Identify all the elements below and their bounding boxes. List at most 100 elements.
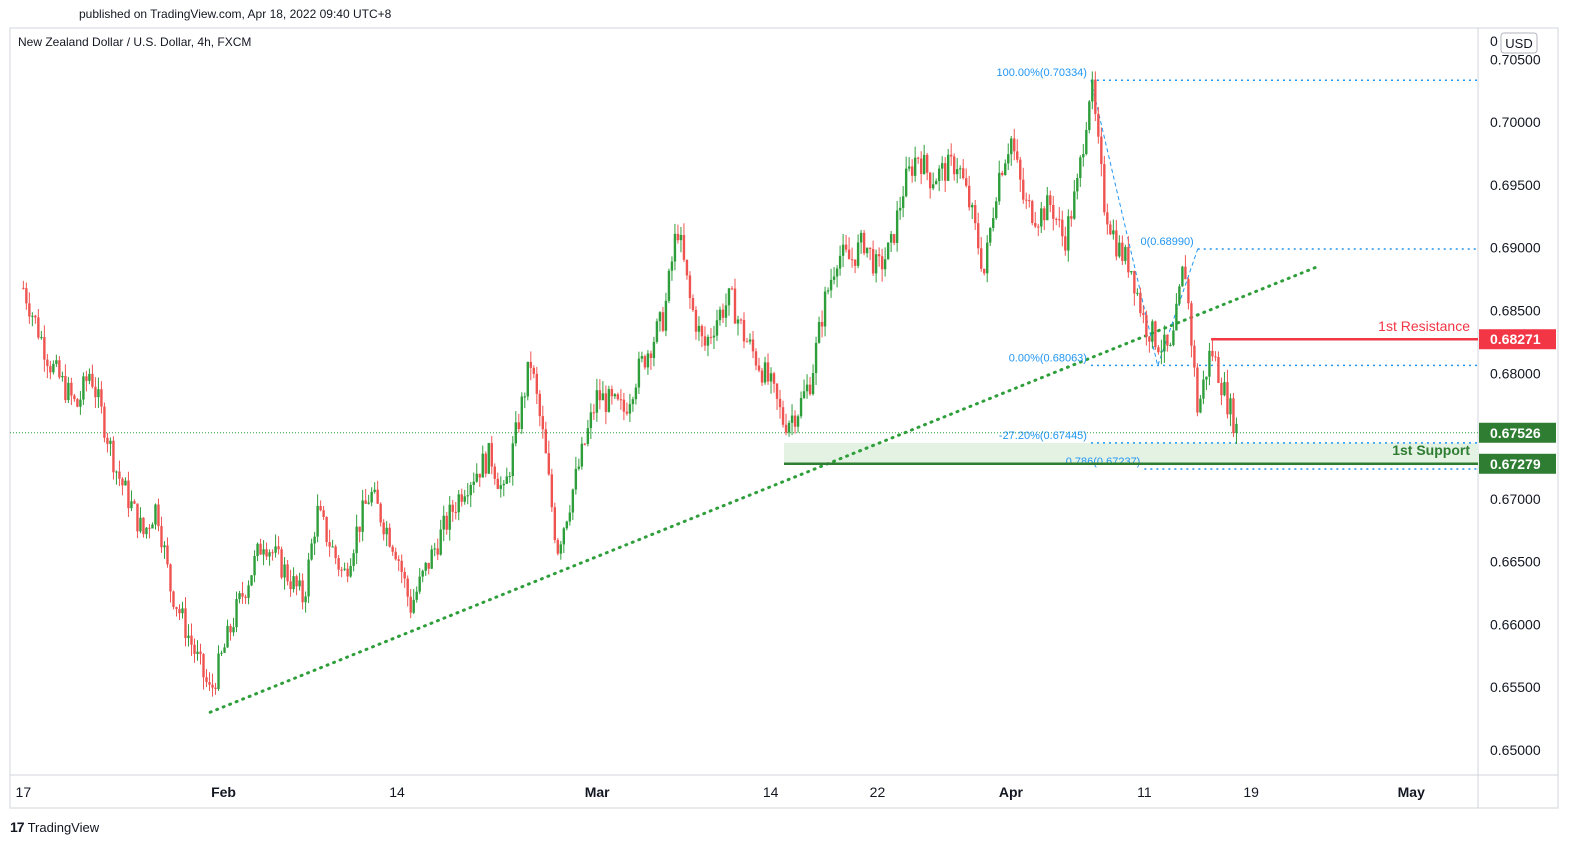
candle-body	[283, 564, 286, 578]
candle-body	[1139, 292, 1142, 314]
candle-body	[67, 382, 70, 401]
candle-body	[925, 154, 929, 173]
support-price-tag	[1479, 453, 1556, 474]
candle-body	[1175, 303, 1178, 331]
candle-body	[817, 321, 821, 343]
candle-body	[58, 360, 61, 378]
candle-body	[1202, 379, 1205, 399]
candle-body	[412, 599, 415, 613]
support-zone	[784, 442, 1478, 464]
candle-body	[484, 453, 487, 474]
candle-body	[400, 560, 403, 572]
candle-body	[1055, 218, 1058, 220]
candle-body	[340, 569, 343, 571]
candle-body	[205, 677, 208, 683]
candle-body	[1133, 271, 1136, 294]
candle-body	[604, 393, 608, 412]
y-tick-label: 0.66000	[1490, 616, 1541, 632]
candle-body	[961, 168, 965, 179]
candle-body	[1106, 212, 1109, 225]
candle-body	[730, 288, 734, 290]
candle-body	[61, 375, 64, 378]
candle-body	[1040, 208, 1043, 227]
resistance-label: 1st Resistance	[1378, 318, 1470, 334]
candle-body	[100, 389, 103, 407]
currency-badge	[1500, 32, 1538, 54]
candle-body	[862, 232, 866, 254]
resistance-price-tag	[1479, 329, 1556, 350]
candle-body	[1112, 230, 1115, 235]
x-tick-label: 11	[1137, 784, 1152, 800]
candle-body	[802, 391, 806, 398]
candle-body	[493, 466, 496, 479]
candle-body	[829, 279, 833, 291]
candle-body	[980, 248, 983, 269]
candle-body	[130, 501, 133, 509]
candle-body	[43, 337, 46, 360]
candle-body	[974, 205, 977, 224]
candle-body	[112, 440, 115, 473]
candle-body	[307, 559, 310, 597]
candle-body	[163, 545, 166, 548]
candle-body	[808, 384, 812, 395]
candle-body	[1031, 201, 1034, 224]
candle-body	[211, 684, 214, 688]
tradingview-logo-icon: 17	[10, 819, 25, 835]
candle-body	[184, 608, 187, 639]
candle-body	[469, 484, 472, 496]
candle-body	[700, 325, 704, 337]
support-price-label: 0.67279	[1490, 456, 1541, 472]
candle-body	[178, 608, 181, 614]
candle-body	[1145, 314, 1148, 337]
candle-body	[784, 424, 788, 433]
candle-body	[280, 549, 283, 578]
fib-level-label: -27.20%(0.67445)	[999, 430, 1087, 442]
candle-body	[977, 223, 980, 249]
candle-body	[688, 275, 692, 299]
candle-body	[1049, 195, 1052, 205]
candle-body	[649, 353, 653, 359]
candle-body	[70, 382, 73, 396]
candle-body	[505, 476, 508, 484]
candle-body	[127, 480, 130, 509]
candle-body	[790, 415, 794, 423]
current-price-tag	[1479, 422, 1556, 443]
tradingview-footer[interactable]: 17 TradingView	[10, 819, 99, 835]
candle-body	[154, 504, 157, 525]
candle-body	[943, 163, 947, 181]
candle-body	[394, 551, 397, 560]
candle-body	[133, 501, 136, 504]
candle-body	[475, 473, 478, 482]
y-tick-label: 0.65500	[1490, 679, 1541, 695]
candle-body	[85, 376, 88, 381]
candle-body	[436, 548, 439, 555]
candle-body	[463, 496, 466, 502]
candle-body	[142, 517, 145, 535]
candle-body	[388, 527, 391, 547]
candle-body	[46, 359, 49, 367]
candle-body	[118, 471, 121, 479]
current-price-label: 0.67526	[1490, 425, 1541, 441]
candle-body	[22, 287, 25, 289]
candle-body	[1085, 130, 1088, 155]
candle-body	[1157, 347, 1160, 353]
y-axis-top-label: 0	[1490, 33, 1498, 49]
candle-body	[712, 335, 716, 338]
candle-body	[331, 546, 334, 548]
candle-body	[640, 356, 644, 359]
candle-body	[517, 422, 520, 429]
candle-body	[589, 412, 593, 429]
candle-body	[325, 516, 328, 543]
candle-body	[376, 489, 379, 504]
candle-body	[1076, 177, 1079, 192]
candle-body	[718, 309, 722, 321]
candle-body	[634, 387, 638, 400]
candle-body	[466, 495, 469, 497]
candle-body	[76, 399, 79, 407]
candle-body	[166, 545, 169, 565]
candle-body	[1064, 236, 1067, 251]
candle-body	[214, 687, 217, 689]
candle-body	[148, 527, 151, 529]
candle-body	[1160, 351, 1163, 353]
